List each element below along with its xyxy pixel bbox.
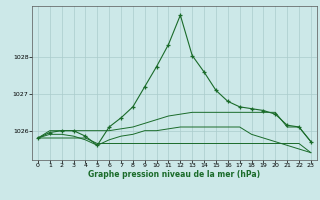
X-axis label: Graphe pression niveau de la mer (hPa): Graphe pression niveau de la mer (hPa) [88, 170, 260, 179]
